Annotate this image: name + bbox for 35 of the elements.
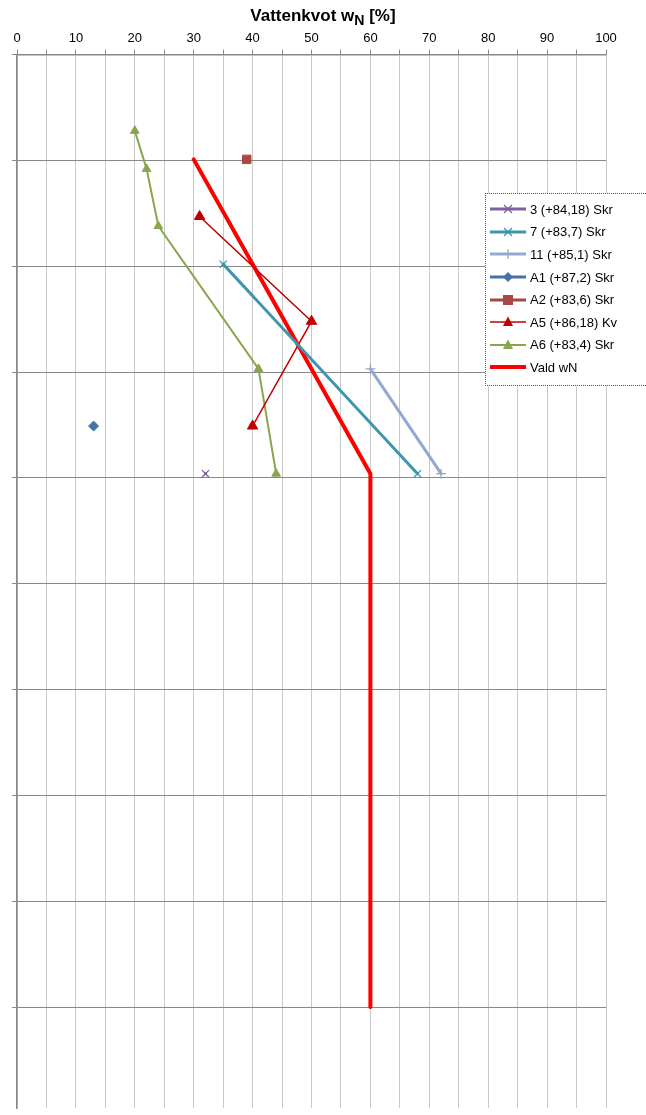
- point: [364, 363, 377, 375]
- legend-label: A5 (+86,18) Kv: [530, 314, 618, 330]
- x-tick-label: 30: [186, 30, 201, 46]
- x-tick-label: 20: [127, 30, 143, 46]
- point: [271, 468, 281, 477]
- point: [241, 154, 252, 165]
- point: [201, 469, 210, 478]
- legend-label: Vald wN: [530, 359, 578, 375]
- legend-label: A1 (+87,2) Skr: [530, 269, 615, 285]
- legend-label: 7 (+83,7) Skr: [530, 224, 606, 240]
- point: [218, 259, 228, 269]
- point: [305, 314, 318, 325]
- legend-label: 3 (+84,18) Skr: [530, 201, 613, 217]
- point: [193, 210, 206, 221]
- point: [413, 469, 422, 478]
- point: [435, 468, 447, 480]
- x-axis-title: Vattenkvot w$_{N}$ [%]: [249, 6, 397, 29]
- point: [253, 363, 264, 372]
- x-tick-label: 0: [13, 30, 21, 46]
- x-tick-label: 70: [422, 30, 437, 46]
- point: [153, 220, 164, 230]
- x-tick-label: 10: [68, 30, 84, 46]
- legend-label: 11 (+85,1) Skr: [530, 246, 612, 262]
- x-tick-label: 60: [363, 30, 378, 46]
- x-tick-label: 80: [480, 30, 496, 46]
- legend-label: A6 (+83,4) Skr: [530, 337, 615, 353]
- point: [246, 419, 259, 430]
- x-tick-label: 50: [304, 30, 319, 46]
- point: [141, 163, 152, 172]
- x-tick-label: 40: [245, 30, 260, 46]
- point: [129, 125, 140, 134]
- legend-label: A2 (+83,6) Skr: [530, 292, 615, 308]
- x-tick-label: 90: [539, 30, 555, 46]
- point: [88, 420, 100, 432]
- x-tick-label: 100: [595, 30, 617, 46]
